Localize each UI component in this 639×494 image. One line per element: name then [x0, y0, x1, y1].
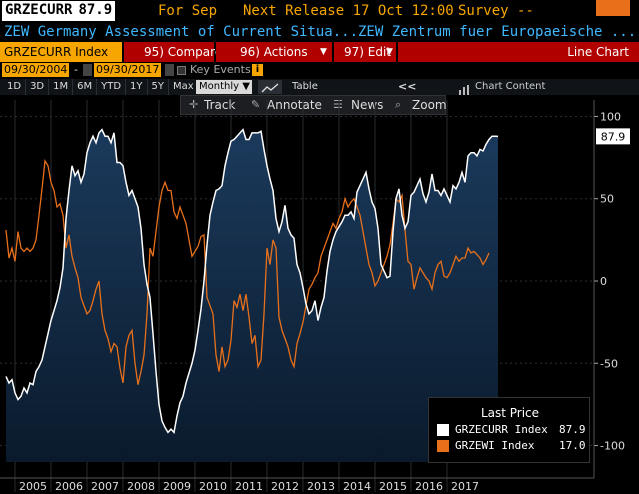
table-button[interactable]: Table [292, 81, 318, 92]
last-value: 87.9 [78, 2, 113, 18]
legend-name-sentiment: GRZEWI Index [455, 439, 535, 452]
y-tick-label: -100 [600, 440, 625, 453]
period-6m[interactable]: 6M [73, 79, 98, 95]
x-tick-label: 2014 [343, 480, 371, 493]
period-ytd[interactable]: YTD [97, 79, 127, 95]
current-situation-line [5, 128, 499, 435]
track-button[interactable]: Track [204, 98, 236, 112]
legend-value-current: 87.9 [559, 423, 586, 436]
x-tick-label: 2016 [415, 480, 443, 493]
axes: 2005 2006 2007 2008 2009 2010 2011 2012 2013 2014… [0, 100, 625, 493]
bar-chart-icon [458, 81, 470, 95]
legend-value-sentiment: 17.0 [559, 439, 586, 452]
chart-type-button[interactable]: Line Chart [398, 42, 639, 62]
date-dash: - [74, 63, 78, 76]
collapse-button[interactable]: << [398, 80, 417, 93]
x-tick-label: 2007 [91, 480, 119, 493]
y-tick-label: 0 [600, 275, 607, 288]
header-bar: GRZECURR 87.9 For Sep Next Release 17 Oct… [0, 0, 639, 22]
security-field[interactable]: GRZECURR Index [0, 42, 122, 62]
series-layer [5, 128, 499, 462]
start-date-field[interactable]: 09/30/2004 [2, 63, 70, 77]
x-tick-label: 2011 [235, 480, 263, 493]
y-tick-label: 100 [600, 110, 621, 123]
calendar-icon[interactable] [165, 64, 174, 76]
news-icon: ☰ [333, 98, 343, 111]
legend: Last Price GRZECURR Index 87.9 GRZEWI In… [428, 397, 590, 463]
security-description: ZEW Germany Assessment of Current Situa.… [4, 24, 637, 40]
survey-value: Survey -- [458, 3, 534, 19]
period-bar: 1D 3D 1M 6M YTD 1Y 5Y Max Monthly ▼ Tabl… [0, 79, 639, 95]
zoom-button[interactable]: Zoom [412, 98, 447, 112]
last-value-tag-sentiment: 17.0 [601, 0, 626, 3]
legend-swatch-sentiment [437, 440, 449, 452]
pen-icon: ✎ [251, 98, 261, 111]
period-5y[interactable]: 5Y [148, 79, 170, 95]
ticker-box[interactable]: GRZECURR 87.9 [2, 1, 116, 21]
period-1y[interactable]: 1Y [126, 79, 148, 95]
description-bar: ZEW Germany Assessment of Current Situa.… [0, 22, 639, 42]
actions-button[interactable]: 96) Actions ▼ [216, 42, 332, 62]
frequency-select[interactable]: Monthly ▼ [196, 80, 252, 94]
crosshair-icon: ✛ [189, 98, 199, 111]
legend-name-current: GRZECURR Index [455, 423, 548, 436]
for-period: For Sep [158, 3, 218, 19]
period-1m[interactable]: 1M [49, 79, 74, 95]
info-icon[interactable]: i [252, 64, 263, 76]
legend-title: Last Price [480, 406, 540, 420]
annotate-button[interactable]: Annotate [267, 98, 322, 112]
caret-down-icon: ▼ [386, 47, 393, 57]
last-value-tag-current-bg [596, 128, 630, 145]
edit-label: 97) Edit [344, 45, 392, 59]
toolbar: GRZECURR Index 95) Compare 96) Actions ▼… [0, 42, 639, 62]
chart-tools: ✛ Track ✎ Annotate ☰ News ⌕ Zoom [180, 95, 447, 115]
date-range-bar: 09/30/2004 - 09/30/2017 Key Events i [0, 62, 639, 78]
period-1d[interactable]: 1D [3, 79, 27, 95]
line-chart-icon[interactable] [258, 80, 282, 94]
caret-down-icon: ▼ [320, 47, 327, 57]
edit-button[interactable]: 97) Edit ▼ [334, 42, 396, 62]
x-tick-label: 2010 [199, 480, 227, 493]
last-value-tags: 87.9 17.0 [596, 0, 630, 145]
legend-swatch-current [437, 424, 449, 436]
economic-sentiment-line [5, 158, 490, 385]
y-tick-label: 50 [600, 193, 614, 206]
compare-button[interactable]: 95) Compare [124, 42, 222, 62]
x-tick-label: 2005 [19, 480, 47, 493]
key-events-checkbox[interactable] [177, 66, 186, 75]
x-tick-label: 2017 [451, 480, 479, 493]
key-events-label: Key Events [190, 63, 251, 76]
next-release: Next Release 17 Oct 12:00 [243, 3, 454, 19]
y-tick-label: -50 [600, 357, 618, 370]
last-value-tag-current: 87.9 [601, 130, 626, 143]
actions-label: 96) Actions [240, 45, 308, 59]
x-tick-label: 2013 [307, 480, 335, 493]
x-tick-label: 2015 [379, 480, 407, 493]
ticker-symbol: GRZECURR [5, 2, 73, 18]
x-tick-label: 2008 [127, 480, 155, 493]
magnifier-icon: ⌕ [395, 98, 402, 111]
chart-content-button[interactable]: Chart Content [475, 81, 546, 92]
end-date-field[interactable]: 09/30/2017 [94, 63, 162, 77]
period-3d[interactable]: 3D [26, 79, 50, 95]
last-value-tag-sentiment-bg [596, 0, 630, 16]
calendar-icon[interactable] [83, 64, 92, 76]
x-tick-label: 2009 [163, 480, 191, 493]
x-tick-label: 2006 [55, 480, 83, 493]
x-tick-label: 2012 [271, 480, 299, 493]
